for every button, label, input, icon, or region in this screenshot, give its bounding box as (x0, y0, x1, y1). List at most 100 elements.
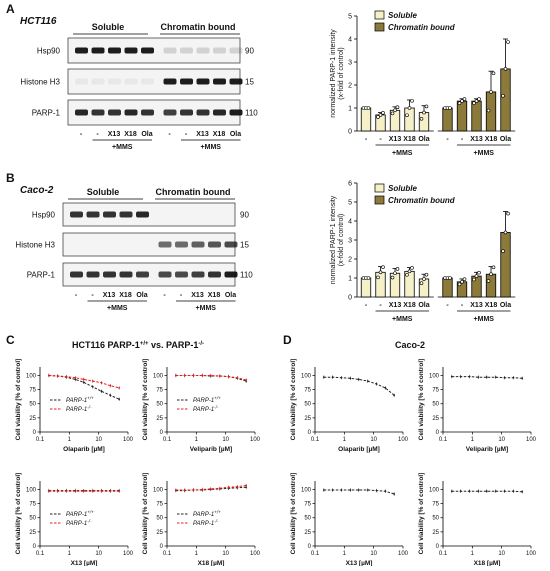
mms-label: +MMS (474, 316, 495, 323)
legend-label-ko: PARP-1-/- (193, 405, 219, 414)
bar-xtick-label: X13 (470, 302, 483, 309)
viability-point (183, 374, 186, 377)
lane-label: Ola (141, 131, 152, 138)
bar-xtick-label: Ola (500, 302, 511, 309)
viability-xlabel: Olaparib [µM] (63, 446, 105, 453)
viability-xlabel: X18 [µM] (198, 560, 225, 566)
line-xtick-label: 1 (68, 437, 72, 443)
viability-ylabel: Cell viability [% of control] (15, 359, 22, 441)
lane-label: X13 (196, 131, 209, 138)
bar-xtick-label: Ola (418, 302, 429, 309)
viability-point (503, 376, 506, 379)
line-ytick-label: 50 (432, 402, 439, 408)
blot-band (136, 271, 149, 278)
panel-d-title: Caco-2 (395, 340, 425, 350)
blot-band (158, 241, 172, 248)
mms-label: +MMS (196, 305, 217, 312)
bar-xtick-label: - (379, 136, 382, 143)
line-ytick-label: 100 (26, 487, 37, 493)
blot-band (229, 47, 243, 54)
line-ytick-label: 25 (304, 416, 311, 422)
bar-chart-b: normalized PARP-1 intensity (x-fold of co… (330, 181, 516, 323)
line-ytick-label: 50 (432, 516, 439, 522)
lane-label: - (185, 131, 188, 138)
legend-label-ko: PARP-1-/- (66, 519, 92, 528)
blot-band (103, 211, 116, 218)
bar-xtick-label: Ola (418, 136, 429, 143)
viability-point (331, 376, 334, 379)
blot-band (124, 47, 138, 54)
data-point (486, 108, 491, 113)
blot-band (229, 109, 243, 116)
line-ytick-label: 0 (160, 430, 164, 436)
kda-label: 110 (240, 271, 253, 280)
lane-label: Ola (136, 292, 147, 299)
panel-c-title: HCT116 PARP-1+/+ vs. PARP-1-/- (72, 340, 204, 350)
line-xtick-label: 10 (222, 437, 229, 443)
viability-point (91, 385, 94, 388)
viability-point (218, 487, 221, 490)
viability-point (485, 490, 488, 493)
line-ytick-label: 25 (304, 530, 311, 536)
line-ytick-label: 0 (308, 544, 312, 550)
legend-label-ko: PARP-1-/- (66, 405, 92, 414)
lane-label: X18 (119, 292, 132, 299)
viability-point (218, 375, 221, 377)
bar-ylabel: normalized PARP-1 intensity (330, 29, 337, 118)
line-ytick-label: 100 (153, 373, 164, 379)
legend-swatch-soluble (374, 10, 385, 20)
viability-point (322, 489, 325, 491)
blot-band (158, 271, 172, 278)
line-ytick-label: 50 (156, 402, 163, 408)
viability-ylabel: Cell viability [% of control] (290, 473, 297, 555)
viability-point (82, 378, 85, 381)
blot-band (86, 271, 100, 278)
bar-xtick-label: X13 (389, 136, 402, 143)
blot-band (196, 109, 210, 116)
blot-band (224, 241, 238, 248)
bar (404, 107, 415, 132)
viability-point (245, 379, 248, 381)
line-xtick-label: 100 (250, 437, 261, 443)
line-ytick-label: 75 (304, 502, 311, 508)
line-ytick-label: 75 (156, 388, 163, 394)
data-point (407, 269, 412, 274)
bar (456, 100, 468, 132)
line-ytick-label: 100 (429, 487, 440, 493)
data-point (393, 108, 397, 113)
viability-point (109, 384, 112, 387)
bar (500, 231, 511, 298)
panel-letter-b: B (6, 171, 15, 185)
line-xtick-label: 100 (398, 437, 409, 443)
data-point (457, 282, 462, 287)
blot-row-label: PARP-1 (27, 271, 56, 280)
line-xtick-label: 10 (370, 551, 377, 557)
line-ytick-label: 0 (436, 430, 440, 436)
blot-band (91, 47, 105, 54)
bar-xtick-label: - (365, 136, 368, 143)
data-point (474, 274, 479, 278)
viability-point (366, 489, 369, 491)
line-xtick-label: 0.1 (163, 551, 172, 557)
viability-xlabel: X18 [µM] (474, 560, 501, 566)
soluble-header: Soluble (92, 22, 125, 32)
viability-point (91, 380, 94, 383)
lane-label: - (80, 131, 83, 138)
viability-point (384, 490, 387, 493)
data-point (457, 101, 462, 105)
line-ytick-label: 25 (432, 530, 439, 536)
viability-ylabel: Cell viability [% of control] (290, 359, 297, 441)
blot-band (229, 78, 243, 85)
bar-ytick-label: 2 (348, 257, 352, 264)
blot-band (103, 271, 116, 278)
lane-label: X18 (124, 131, 137, 138)
blot-band (213, 109, 226, 116)
line-xtick-label: 10 (498, 551, 505, 557)
lane-label: X18 (208, 292, 221, 299)
data-point (489, 90, 493, 94)
legend-label-wt: PARP-1+/+ (66, 396, 94, 405)
bar-xtick-label: X18 (485, 136, 498, 143)
bar-ytick-label: 4 (348, 37, 352, 44)
line-ytick-label: 75 (29, 502, 36, 508)
